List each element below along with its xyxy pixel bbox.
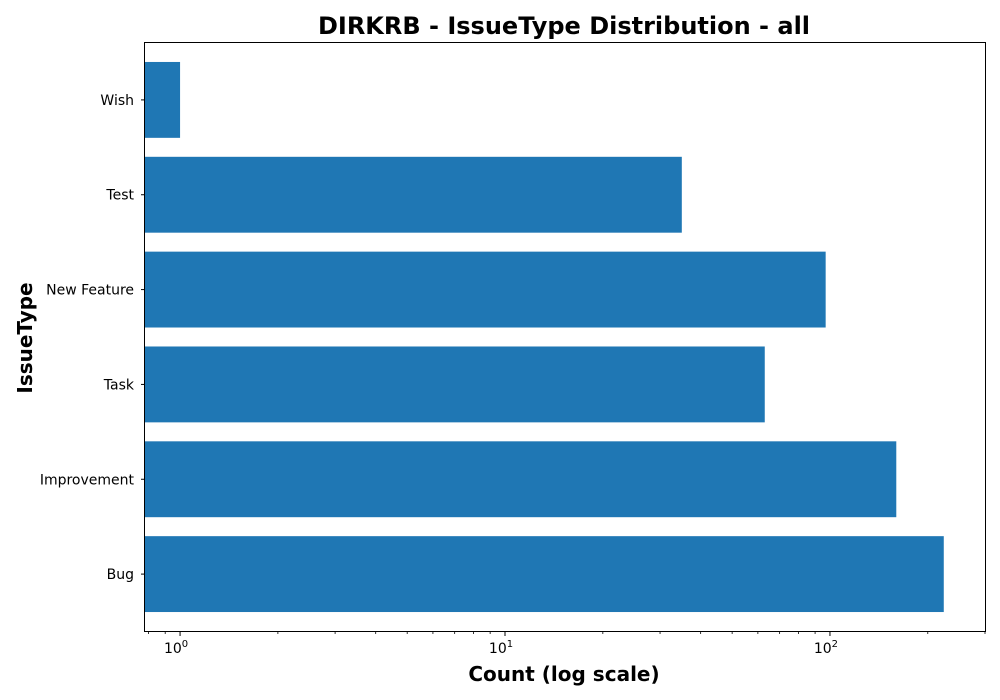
bar-new-feature bbox=[145, 251, 826, 328]
y-tick-label: Wish bbox=[100, 93, 134, 109]
x-tick-label: 101 bbox=[489, 639, 513, 657]
y-axis-ticks: Bug Improvement Task New Feature Test Wish bbox=[40, 93, 145, 583]
y-tick-label: Task bbox=[103, 377, 135, 393]
bars-group bbox=[145, 61, 944, 613]
x-axis-label: Count (log scale) bbox=[468, 662, 659, 686]
plot-frame bbox=[144, 42, 986, 632]
bar-test bbox=[145, 156, 682, 233]
y-tick-label: Test bbox=[105, 188, 134, 204]
y-tick-label: Bug bbox=[107, 567, 134, 583]
y-axis-label: IssueType bbox=[13, 282, 37, 393]
x-axis-ticks: 100 101 102 bbox=[148, 631, 986, 657]
bar-bug bbox=[145, 536, 944, 613]
y-tick-label: Improvement bbox=[40, 472, 135, 488]
chart-title: DIRKRB - IssueType Distribution - all bbox=[318, 12, 810, 40]
bar-improvement bbox=[145, 441, 897, 518]
bar-task bbox=[145, 346, 765, 423]
x-tick-label: 102 bbox=[814, 639, 838, 657]
x-tick-label: 100 bbox=[164, 639, 188, 657]
bar-wish bbox=[145, 61, 181, 138]
y-tick-label: New Feature bbox=[46, 283, 134, 299]
